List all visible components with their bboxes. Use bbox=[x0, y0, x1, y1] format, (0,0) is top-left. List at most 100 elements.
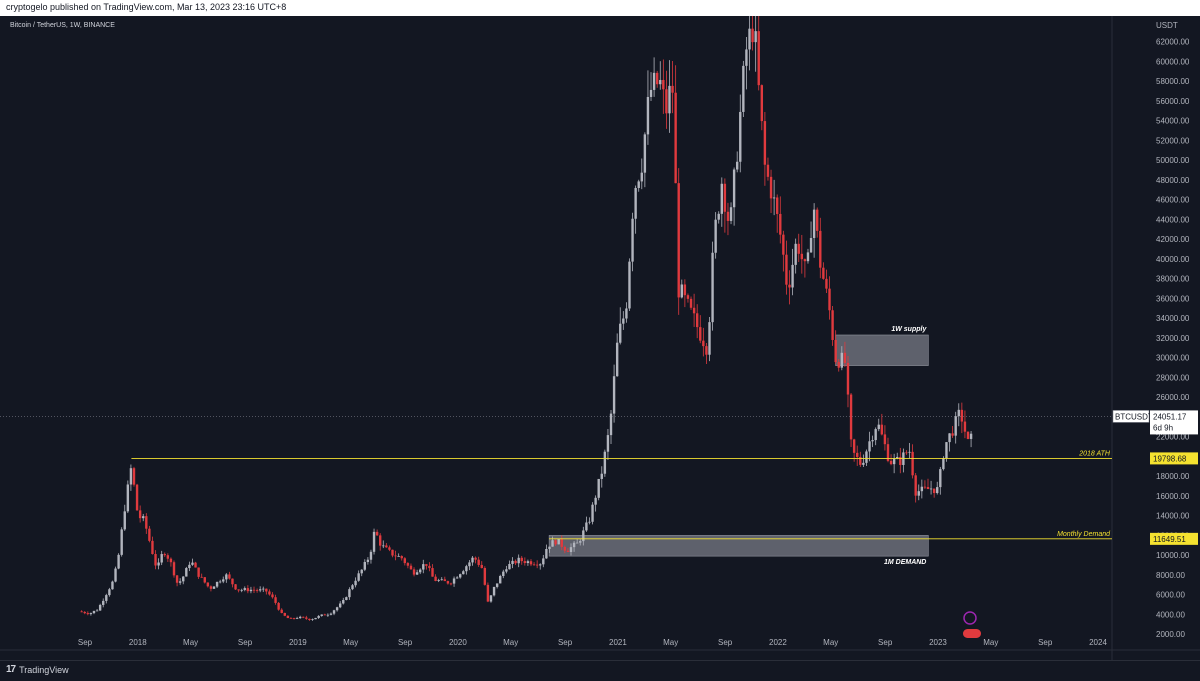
candle-body[interactable] bbox=[609, 413, 613, 436]
candle-body[interactable] bbox=[520, 557, 523, 562]
candle-body[interactable] bbox=[271, 594, 274, 598]
candle-body[interactable] bbox=[298, 616, 302, 619]
candle-body[interactable] bbox=[732, 169, 736, 208]
candle-body[interactable] bbox=[83, 611, 86, 614]
candle-body[interactable] bbox=[763, 121, 767, 165]
candle-body[interactable] bbox=[819, 230, 822, 268]
candle-body[interactable] bbox=[585, 522, 588, 531]
candle-body[interactable] bbox=[455, 577, 459, 579]
candle-body[interactable] bbox=[831, 310, 834, 340]
candle-body[interactable] bbox=[323, 614, 327, 616]
candle-body[interactable] bbox=[305, 617, 308, 619]
candle-body[interactable] bbox=[228, 574, 231, 579]
candle-body[interactable] bbox=[169, 558, 173, 563]
candle-body[interactable] bbox=[160, 554, 163, 563]
candle-body[interactable] bbox=[468, 562, 471, 567]
candle-body[interactable] bbox=[529, 561, 533, 565]
candle-body[interactable] bbox=[862, 462, 865, 465]
candle-body[interactable] bbox=[135, 484, 139, 511]
candle-body[interactable] bbox=[360, 569, 363, 574]
candle-body[interactable] bbox=[837, 362, 840, 368]
candle-body[interactable] bbox=[425, 564, 428, 566]
candle-body[interactable] bbox=[345, 597, 348, 600]
candle-body[interactable] bbox=[465, 566, 468, 572]
candle-body[interactable] bbox=[225, 574, 228, 580]
candle-body[interactable] bbox=[268, 591, 271, 595]
candle-body[interactable] bbox=[960, 409, 964, 422]
candle-body[interactable] bbox=[320, 614, 323, 616]
candle-body[interactable] bbox=[431, 568, 434, 577]
candle-body[interactable] bbox=[477, 559, 480, 565]
price-chart[interactable]: USDT 2000.00 4000.00 6000.00 8000.00 10000.00… bbox=[0, 16, 1200, 660]
candle-body[interactable] bbox=[569, 547, 573, 552]
candle-body[interactable] bbox=[942, 458, 945, 470]
candle-body[interactable] bbox=[409, 565, 413, 570]
candle-body[interactable] bbox=[369, 551, 373, 560]
candle-body[interactable] bbox=[89, 613, 93, 615]
candle-body[interactable] bbox=[785, 254, 788, 285]
candle-body[interactable] bbox=[80, 611, 83, 613]
candle-body[interactable] bbox=[511, 560, 514, 564]
candle-body[interactable] bbox=[332, 610, 336, 614]
candle-body[interactable] bbox=[619, 323, 622, 343]
candle-body[interactable] bbox=[508, 563, 511, 570]
candle-body[interactable] bbox=[711, 252, 714, 323]
candle-body[interactable] bbox=[720, 183, 724, 214]
candle-body[interactable] bbox=[415, 572, 419, 575]
candle-body[interactable] bbox=[926, 487, 930, 490]
candle-body[interactable] bbox=[335, 607, 339, 611]
candle-body[interactable] bbox=[397, 556, 400, 557]
candle-body[interactable] bbox=[852, 439, 856, 453]
candle-body[interactable] bbox=[600, 473, 603, 479]
candle-body[interactable] bbox=[954, 416, 957, 436]
candle-body[interactable] bbox=[735, 161, 739, 170]
candle-body[interactable] bbox=[295, 618, 299, 619]
candle-body[interactable] bbox=[237, 589, 240, 591]
candle-body[interactable] bbox=[243, 588, 246, 590]
candle-body[interactable] bbox=[302, 616, 305, 618]
candle-body[interactable] bbox=[579, 541, 582, 543]
candle-body[interactable] bbox=[385, 545, 388, 548]
candle-body[interactable] bbox=[892, 458, 896, 465]
candle-body[interactable] bbox=[492, 586, 496, 596]
candle-body[interactable] bbox=[255, 590, 259, 591]
candle-body[interactable] bbox=[702, 340, 705, 347]
candle-body[interactable] bbox=[308, 618, 311, 620]
candle-body[interactable] bbox=[677, 183, 680, 298]
candle-body[interactable] bbox=[791, 264, 794, 288]
candle-body[interactable] bbox=[945, 442, 948, 459]
candle-body[interactable] bbox=[172, 562, 176, 576]
candle-body[interactable] bbox=[166, 555, 170, 559]
candle-body[interactable] bbox=[258, 589, 262, 591]
candle-body[interactable] bbox=[939, 469, 942, 488]
candle-body[interactable] bbox=[182, 576, 185, 582]
candle-body[interactable] bbox=[717, 213, 720, 220]
candle-body[interactable] bbox=[766, 164, 770, 177]
candle-body[interactable] bbox=[886, 444, 890, 461]
candle-body[interactable] bbox=[899, 456, 902, 465]
candle-body[interactable] bbox=[612, 376, 616, 414]
candle-body[interactable] bbox=[292, 618, 296, 619]
candle-body[interactable] bbox=[591, 504, 594, 522]
candle-body[interactable] bbox=[394, 555, 397, 557]
candle-body[interactable] bbox=[797, 243, 800, 254]
candle-body[interactable] bbox=[572, 542, 576, 548]
candle-body[interactable] bbox=[154, 553, 157, 566]
candle-body[interactable] bbox=[674, 92, 677, 184]
candle-body[interactable] bbox=[772, 197, 776, 199]
candle-body[interactable] bbox=[108, 589, 111, 596]
candle-body[interactable] bbox=[422, 564, 425, 570]
candle-body[interactable] bbox=[474, 557, 477, 560]
candle-body[interactable] bbox=[329, 613, 333, 615]
candle-body[interactable] bbox=[314, 617, 317, 620]
candle-body[interactable] bbox=[936, 487, 939, 494]
candle-body[interactable] bbox=[966, 431, 970, 439]
candle-body[interactable] bbox=[803, 259, 807, 262]
candle-body[interactable] bbox=[126, 484, 130, 512]
candle-body[interactable] bbox=[188, 564, 191, 569]
candle-body[interactable] bbox=[443, 579, 447, 582]
candle-body[interactable] bbox=[200, 576, 203, 578]
candle-body[interactable] bbox=[557, 538, 560, 545]
candle-body[interactable] bbox=[348, 589, 351, 598]
candle-body[interactable] bbox=[326, 614, 330, 616]
